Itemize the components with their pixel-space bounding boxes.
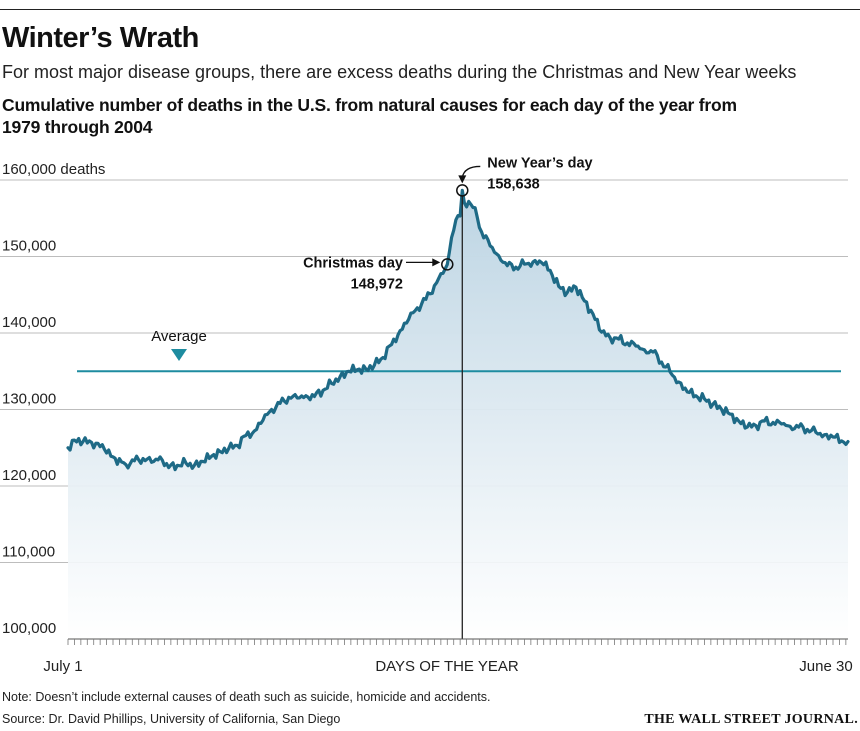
x-axis-title: DAYS OF THE YEAR [375,658,519,675]
new-year-arrowhead [458,175,467,184]
christmas-value: 148,972 [351,276,403,292]
new-year-marker [456,184,469,197]
source-line: Source: Dr. David Phillips, University o… [2,712,341,726]
area-fill [68,190,848,639]
y-tick-label: 100,000 [2,620,56,637]
chart-subtitle: For most major disease groups, there are… [2,62,797,82]
y-tick-label: 130,000 [2,391,56,408]
deaths-area-chart: 160,000 deaths 150,000 140,000 130,000 120,0… [0,155,853,675]
y-tick-label: 150,000 [2,238,56,255]
top-rule [0,9,860,10]
average-marker [171,349,187,361]
x-axis [67,638,848,645]
footnote: Note: Doesn’t include external causes of… [2,690,491,704]
y-tick-label: 110,000 [2,544,55,561]
y-tick-label: 160,000 deaths [2,161,105,178]
y-axis-labels: 160,000 deaths 150,000 140,000 130,000 120,0… [2,161,105,637]
chart-heading: Cumulative number of deaths in the U.S. … [2,95,737,137]
series-line [66,188,850,472]
christmas-arrowhead [432,258,441,267]
christmas-label: Christmas day [303,255,403,271]
publisher-logo: THE WALL STREET JOURNAL. [644,712,858,727]
christmas-marker [441,258,454,271]
x-start-label: July 1 [43,658,82,675]
annotations: Christmas day 148,972 New Year’s day 158… [303,155,593,292]
y-tick-label: 120,000 [2,467,56,484]
x-end-label: June 30 [799,658,852,675]
y-tick-label: 140,000 [2,314,56,331]
chart-title: Winter’s Wrath [2,22,199,54]
new-year-label: New Year’s day [487,155,592,171]
new-year-value: 158,638 [487,176,539,192]
average-label: Average [151,328,207,345]
